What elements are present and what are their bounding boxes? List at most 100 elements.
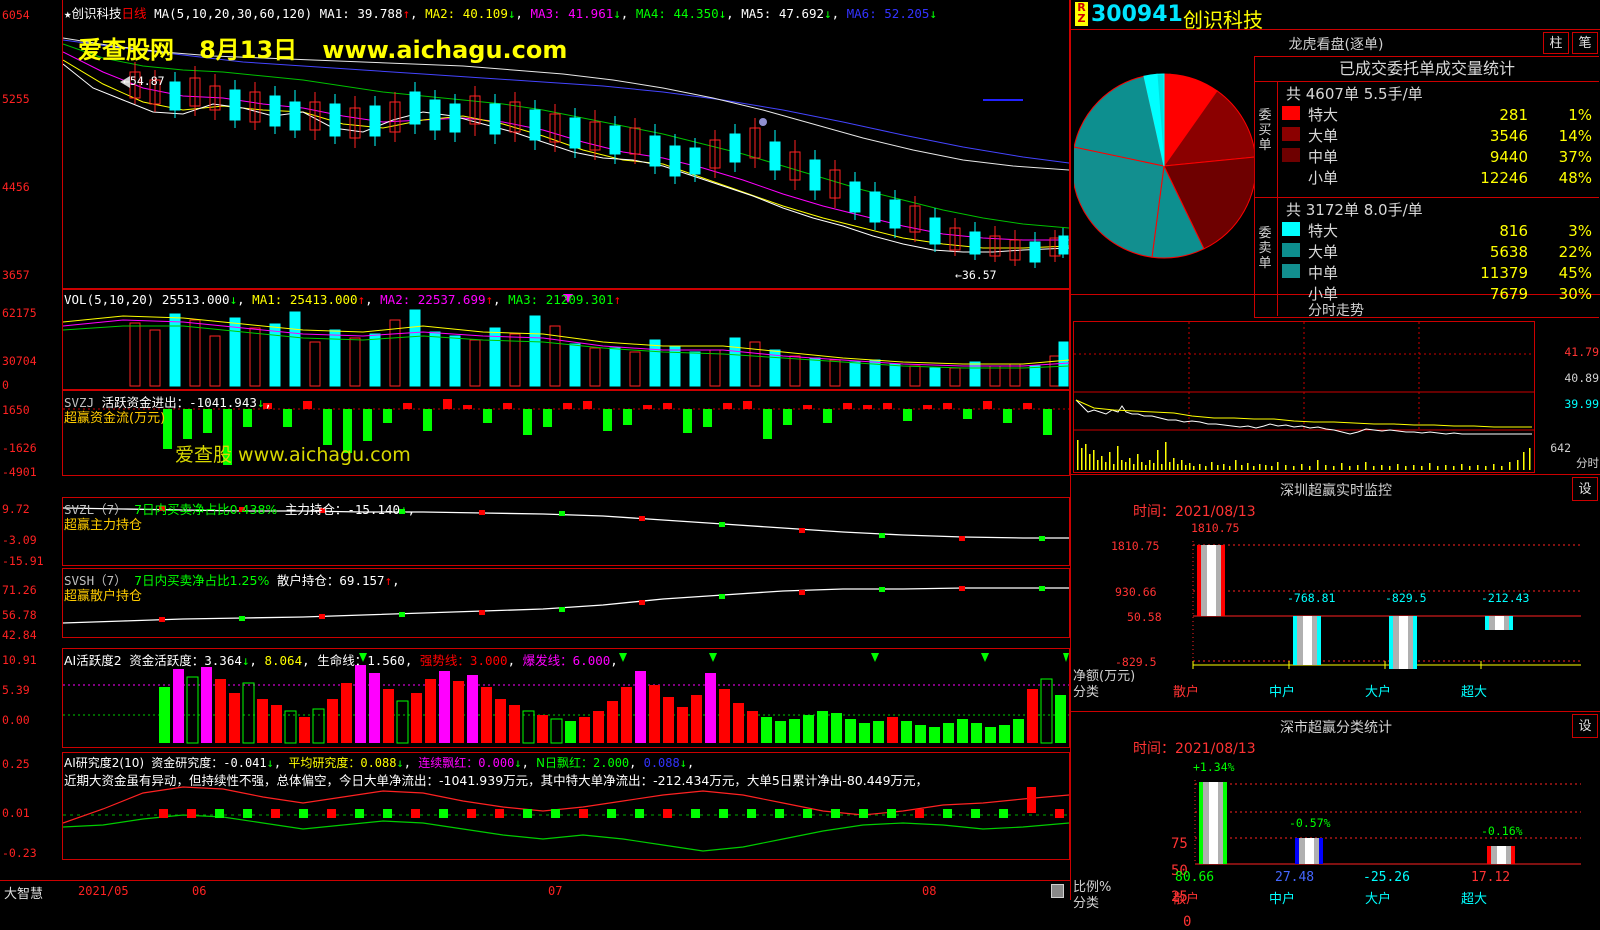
- volume-header: VOL(5,10,20) 25513.000↓, MA1: 25413.000↑…: [64, 292, 622, 307]
- btn-bi[interactable]: 笔: [1572, 32, 1598, 54]
- svzl-panel[interactable]: [62, 497, 1070, 566]
- kline-high-callout: ←54.87: [123, 74, 165, 88]
- ai-research-arrow5: ↓: [679, 756, 687, 770]
- ma2-value: 40.109: [462, 6, 508, 21]
- sell-pct-0: 3%: [1568, 221, 1592, 240]
- classify-ylabel: 比例%: [1073, 880, 1112, 895]
- buy-swatch-1: [1282, 126, 1300, 141]
- ma5-value: 47.692: [778, 6, 825, 21]
- classify-pct-1: -0.57%: [1289, 816, 1331, 830]
- buy-swatch-2: [1282, 147, 1300, 162]
- svsh-arrow: ↑: [384, 573, 393, 588]
- price-tick-3: 3657: [2, 268, 30, 282]
- svsh-subtitle: 超赢散户持仓: [64, 589, 143, 604]
- svzl-title: 主力持仓：: [284, 502, 348, 517]
- classify-ytick-0: 75: [1171, 836, 1188, 852]
- monitor-set-button[interactable]: 设: [1572, 477, 1598, 501]
- realtime-monitor-panel[interactable]: 深圳超赢实时监控 设 时间：2021/08/13: [1071, 475, 1600, 712]
- svzj-arrow: ↓: [256, 395, 265, 410]
- classify-title: 深市超赢分类统计: [1280, 720, 1392, 736]
- vol-ma3-value: 21209.301: [545, 292, 614, 307]
- svzj-subtitle: 超赢资金流(万元): [64, 411, 166, 426]
- ai-research-value1: -0.041: [223, 756, 267, 770]
- vol-tick-1: 30704: [2, 354, 37, 368]
- monitor-title: 深圳超赢实时监控: [1280, 483, 1392, 499]
- monitor-xlabel: 分类: [1073, 685, 1100, 700]
- classify-xlabel: 分类: [1073, 896, 1100, 911]
- svsh-panel[interactable]: [62, 568, 1070, 638]
- sell-pct-2: 45%: [1558, 263, 1592, 282]
- classify-time-value: 2021/08/13: [1175, 741, 1256, 757]
- buy-pct-2: 37%: [1558, 147, 1592, 166]
- svsh-canvas: [63, 569, 1069, 637]
- xaxis-label-2: 07: [548, 884, 563, 898]
- volume-panel[interactable]: [62, 289, 1070, 390]
- ai-research-label1: 资金研究度：: [151, 756, 224, 770]
- svzj-value: -1041.943: [189, 395, 257, 410]
- sell-pct-3: 30%: [1558, 284, 1592, 303]
- right-stock-header[interactable]: R Z 300941 创识科技: [1071, 0, 1600, 32]
- intraday-canvas: [1074, 322, 1534, 472]
- lock-icon[interactable]: [1051, 884, 1064, 898]
- kline-panel[interactable]: ←54.87 ←36.57: [62, 0, 1070, 289]
- ai-activity-value3: 1.560: [367, 653, 405, 668]
- svzj-canvas: [63, 391, 1069, 475]
- intraday-tick-high: 41.79: [1564, 345, 1599, 359]
- ai-activity-panel[interactable]: [62, 648, 1070, 748]
- intraday-vol-tick: 642: [1550, 441, 1571, 455]
- ai-research-value4: 2.000: [593, 756, 630, 770]
- kline-stock-name: 创识科技: [71, 6, 122, 21]
- ma3-value: 41.961: [568, 6, 614, 21]
- monitor-ytick-2: 50.58: [1127, 610, 1162, 624]
- monitor-time-value: 2021/08/13: [1175, 504, 1256, 520]
- intraday-panel[interactable]: 分时走势: [1071, 295, 1600, 475]
- ai-activity-label4: 强势线：: [419, 653, 470, 668]
- left-charts-column: ←54.87 ←36.57 ★创识科技日线 MA(5,10,20,30,60,1…: [0, 0, 1070, 902]
- table-row: 大单 5638 22%: [1282, 241, 1592, 262]
- classify-panel[interactable]: 深市超赢分类统计 设 时间：2021/08/13: [1071, 712, 1600, 930]
- ma2-label: MA2:: [425, 6, 456, 21]
- svsh-tick-2: 42.84: [2, 628, 37, 642]
- ai-research-code: AI研究度2(10): [64, 756, 145, 770]
- svzl-arrow: ↓: [400, 502, 408, 517]
- longhu-panel: 龙虎看盘(逐单) 柱 笔 已成交委托单成交量统计: [1071, 30, 1600, 318]
- ai-research-arrow1: ↓: [266, 756, 274, 770]
- svsh-value: 69.157: [339, 573, 385, 588]
- ma5-arrow: ↓: [824, 6, 832, 21]
- buy-pct-1: 14%: [1558, 126, 1592, 145]
- sell-count-2: 11379: [1480, 263, 1528, 282]
- ma6-label: MA6:: [846, 6, 877, 21]
- classify-cat-0: 散户: [1173, 892, 1200, 907]
- buy-label-2: 中单: [1308, 148, 1339, 166]
- ai-research-header: AI研究度2(10) 资金研究度：-0.041↓, 平均研究度：0.088↓, …: [64, 756, 695, 770]
- ma1-value: 39.788: [357, 6, 403, 21]
- ai-activity-code: AI活跃度2: [64, 653, 122, 668]
- table-row: 大单 3546 14%: [1282, 125, 1592, 146]
- svsh-code: SVSH（7）: [64, 573, 127, 588]
- svzj-header: SVZJ 活跃资金进出：-1041.943↓,: [64, 395, 272, 410]
- sell-swatch-0: [1282, 221, 1300, 236]
- svzj-panel[interactable]: [62, 390, 1070, 476]
- volume-value: 25513.000: [161, 292, 230, 307]
- buy-pct-0: 1%: [1568, 105, 1592, 124]
- monitor-time: 时间：2021/08/13: [1133, 501, 1256, 521]
- ai-research-panel[interactable]: [62, 752, 1070, 860]
- classify-bottom-2: -25.26: [1363, 870, 1410, 885]
- classify-set-button[interactable]: 设: [1572, 714, 1598, 738]
- monitor-ytick-3: -829.5: [1115, 655, 1157, 669]
- ma6-value: 52.205: [884, 6, 930, 21]
- intraday-vol-label: 分时: [1576, 456, 1599, 470]
- sell-side-label: 委卖单: [1258, 226, 1272, 271]
- classify-bottom-3: 17.12: [1471, 870, 1511, 885]
- btn-zhu[interactable]: 柱: [1543, 32, 1569, 54]
- price-tick-1: 5255: [2, 92, 30, 106]
- ai-research-label3: 连续飘红：: [418, 756, 479, 770]
- monitor-bar-label-0: 1810.75: [1191, 521, 1240, 535]
- monitor-ytick-1: 930.66: [1115, 585, 1157, 599]
- svzj-title: 活跃资金进出：: [101, 395, 190, 410]
- intraday-title: 分时走势: [1308, 303, 1364, 319]
- ma4-value: 44.350: [673, 6, 719, 21]
- brand-label: 大智慧: [4, 887, 44, 902]
- volume-canvas: [63, 290, 1069, 389]
